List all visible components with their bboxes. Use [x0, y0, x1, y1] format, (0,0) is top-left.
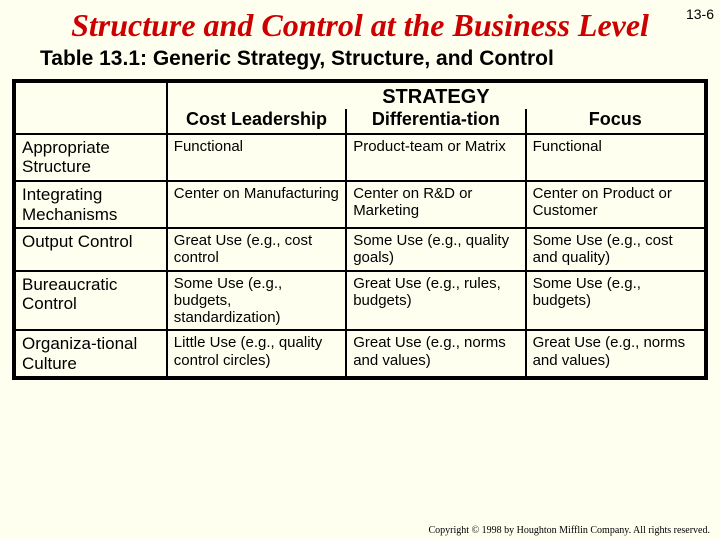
table-cell: Product-team or Matrix: [346, 134, 525, 181]
row-header: Bureaucratic Control: [15, 271, 167, 331]
col-header-diff: Differentia-tion: [346, 109, 525, 134]
row-header: Appropriate Structure: [15, 134, 167, 181]
table-cell: Functional: [167, 134, 346, 181]
row-header: Integrating Mechanisms: [15, 181, 167, 228]
table-cell: Center on R&D or Marketing: [346, 181, 525, 228]
header-row-1: STRATEGY: [15, 82, 705, 109]
table-caption: Table 13.1: Generic Strategy, Structure,…: [0, 43, 720, 79]
table-cell: Functional: [526, 134, 705, 181]
table-cell: Some Use (e.g., budgets): [526, 271, 705, 331]
strategy-table: STRATEGY Cost Leadership Differentia-tio…: [14, 81, 706, 378]
page-title: Structure and Control at the Business Le…: [0, 0, 720, 43]
table-row: Appropriate Structure Functional Product…: [15, 134, 705, 181]
table-cell: Great Use (e.g., cost control: [167, 228, 346, 271]
col-header-focus: Focus: [526, 109, 705, 134]
strategy-header: STRATEGY: [167, 82, 705, 109]
table-cell: Some Use (e.g., quality goals): [346, 228, 525, 271]
table-cell: Some Use (e.g., cost and quality): [526, 228, 705, 271]
table-cell: Center on Product or Customer: [526, 181, 705, 228]
corner-cell: [15, 82, 167, 134]
page-number: 13-6: [686, 6, 714, 22]
table-container: STRATEGY Cost Leadership Differentia-tio…: [12, 79, 708, 380]
table-row: Organiza-tional Culture Little Use (e.g.…: [15, 330, 705, 377]
col-header-cost: Cost Leadership: [167, 109, 346, 134]
row-header: Organiza-tional Culture: [15, 330, 167, 377]
table-cell: Little Use (e.g., quality control circle…: [167, 330, 346, 377]
table-cell: Center on Manufacturing: [167, 181, 346, 228]
table-row: Bureaucratic Control Some Use (e.g., bud…: [15, 271, 705, 331]
table-cell: Great Use (e.g., norms and values): [346, 330, 525, 377]
table-row: Integrating Mechanisms Center on Manufac…: [15, 181, 705, 228]
table-cell: Great Use (e.g., norms and values): [526, 330, 705, 377]
table-row: Output Control Great Use (e.g., cost con…: [15, 228, 705, 271]
table-cell: Some Use (e.g., budgets, standardization…: [167, 271, 346, 331]
table-cell: Great Use (e.g., rules, budgets): [346, 271, 525, 331]
copyright-notice: Copyright © 1998 by Houghton Mifflin Com…: [429, 525, 710, 536]
row-header: Output Control: [15, 228, 167, 271]
